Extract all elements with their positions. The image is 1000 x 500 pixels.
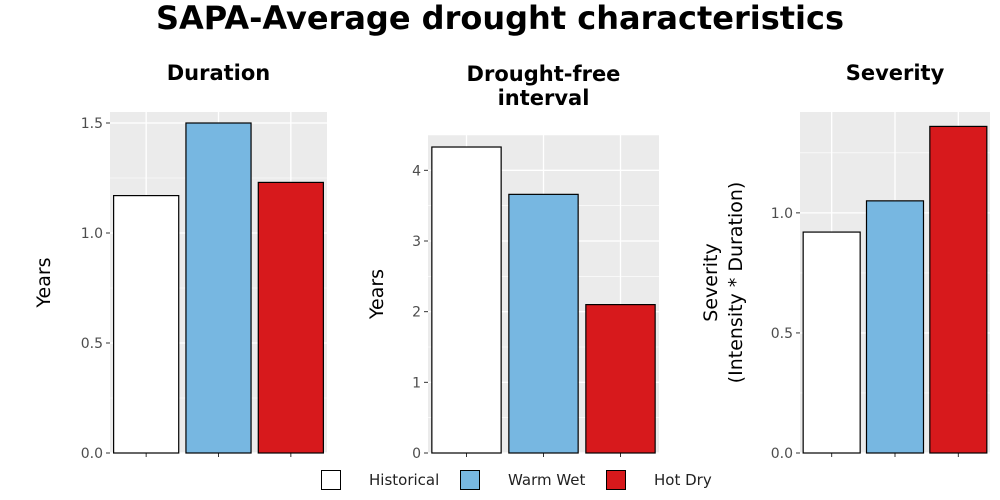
y-tick-label: 1.0 <box>81 226 103 242</box>
legend-item-historical: Historical <box>321 470 439 490</box>
legend-item-hot-dry: Hot Dry <box>606 470 712 490</box>
chart-title: SAPA-Average drought characteristics <box>155 0 845 37</box>
y-tick-label: 4 <box>412 163 421 179</box>
y-tick-label: 1.0 <box>771 206 793 222</box>
legend-swatch-hot-dry <box>606 470 626 490</box>
bar-warm-wet <box>865 200 925 454</box>
bar-warm-wet <box>185 122 252 454</box>
y-tick-label: 0 <box>412 446 421 462</box>
bar-warm-wet <box>508 193 579 454</box>
y-axis-label: (Intensity * Duration) <box>725 182 747 384</box>
bar-hot-dry <box>929 125 988 454</box>
legend-swatch-historical <box>321 470 341 490</box>
legend: Historical Warm Wet Hot Dry <box>0 470 1000 496</box>
y-axis-label: Severity <box>700 243 722 321</box>
bar-historical <box>802 231 861 454</box>
y-axis-label: Years <box>366 269 388 320</box>
legend-swatch-warm-wet <box>460 470 480 490</box>
legend-item-warm-wet: Warm Wet <box>460 470 585 490</box>
legend-label-hot-dry: Hot Dry <box>654 471 712 489</box>
bar-hot-dry <box>257 181 324 454</box>
bar-hot-dry <box>585 304 656 454</box>
y-tick-label: 0.0 <box>81 446 103 462</box>
panel-title: interval <box>498 86 590 110</box>
bar-historical <box>431 146 502 454</box>
charts-canvas: 0.0 0.5 1.0 1.5 Duration Years 0 1 2 3 4 Drought-fr… <box>33 61 990 462</box>
y-tick-label: 2 <box>412 305 421 321</box>
y-tick-label: 3 <box>412 234 421 250</box>
y-tick-label: 0.5 <box>771 326 793 342</box>
y-tick-label: 0.5 <box>81 336 103 352</box>
y-tick-label: 1 <box>412 375 421 391</box>
bar-historical <box>113 195 180 454</box>
y-tick-label: 0.0 <box>771 446 793 462</box>
legend-label-warm-wet: Warm Wet <box>508 471 586 489</box>
y-tick-label: 1.5 <box>81 116 103 132</box>
panel-title: Drought-free <box>467 62 621 86</box>
panel-1: 0.0 0.5 1.0 1.5 Duration Years <box>33 61 327 462</box>
panel-title: Severity <box>846 61 945 85</box>
panel-title: Duration <box>167 61 271 85</box>
y-axis-label: Years <box>33 257 55 308</box>
legend-label-historical: Historical <box>369 471 440 489</box>
